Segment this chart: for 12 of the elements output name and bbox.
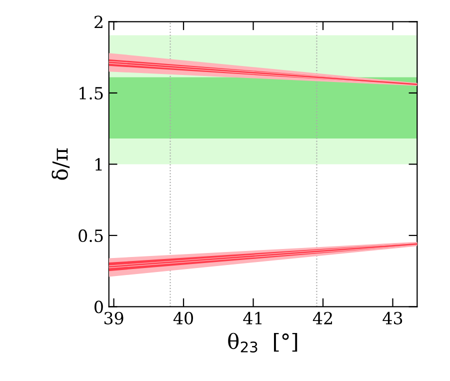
y-tick-label: 1.5 (80, 86, 103, 100)
x-tick-label: 41 (243, 312, 262, 324)
x-tick-label: 42 (312, 312, 332, 324)
y-axis-title: δ/π (52, 148, 70, 180)
y-tick-label: 0.5 (78, 229, 103, 242)
x-axis-title: θ$_{23}$ [°] (228, 332, 298, 353)
y-tick-label: 1 (95, 158, 102, 171)
y-tick-label: 0 (94, 300, 103, 314)
x-tick-label: 39 (104, 312, 124, 324)
y-tick-label: 2 (94, 16, 102, 28)
x-tick-label: 43 (382, 312, 402, 324)
x-tick-label: 40 (173, 312, 194, 324)
